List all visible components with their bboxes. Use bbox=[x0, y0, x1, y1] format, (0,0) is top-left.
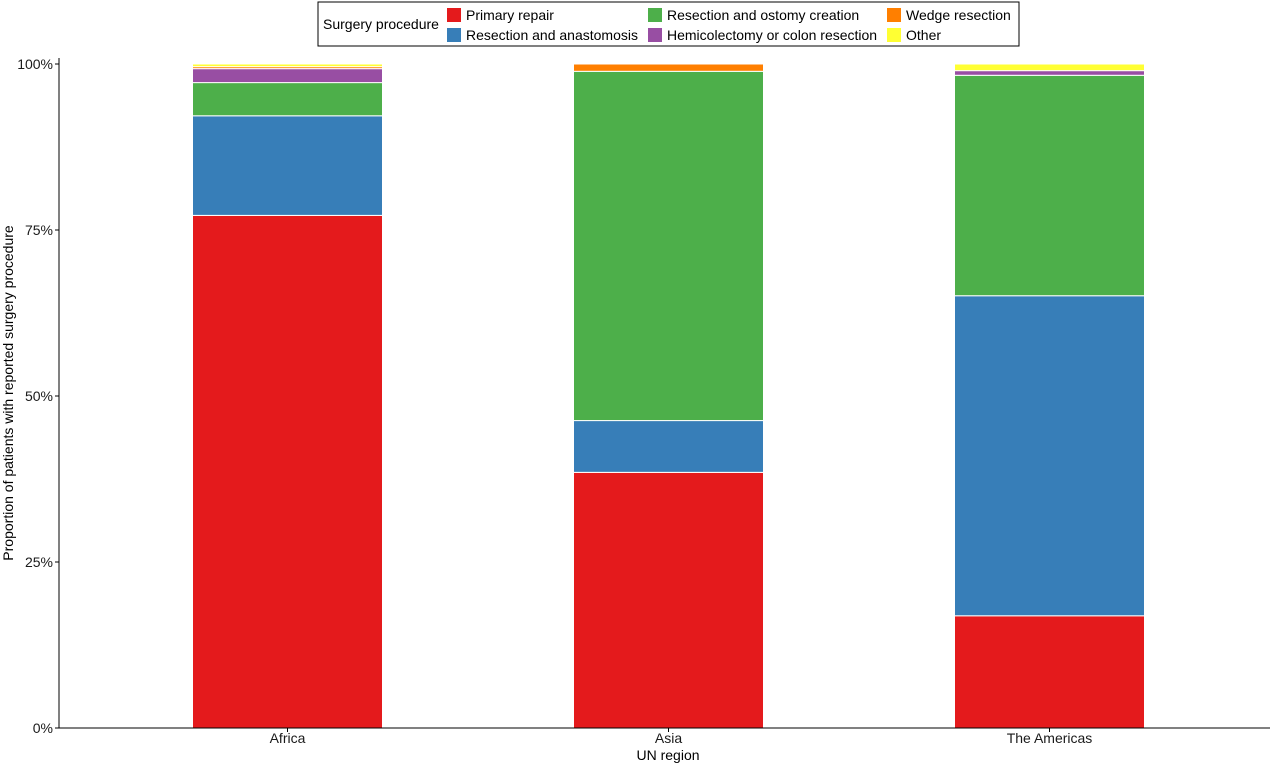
legend-label: Primary repair bbox=[466, 7, 554, 23]
x-ticks: Africa Asia The Americas bbox=[270, 728, 1093, 746]
y-tick-label: 50% bbox=[25, 388, 53, 404]
y-tick-label: 25% bbox=[25, 554, 53, 570]
legend-label: Hemicolectomy or colon resection bbox=[667, 27, 877, 43]
bar-segment-the-americas-resection-and-anastomosis bbox=[954, 295, 1145, 617]
legend-item-resection-and-ostomy-creation: Resection and ostomy creation bbox=[648, 7, 859, 23]
legend-swatch bbox=[887, 8, 901, 22]
x-tick-label-africa: Africa bbox=[270, 730, 306, 746]
legend-swatch bbox=[447, 28, 461, 42]
legend-item-hemicolectomy-or-colon-resection: Hemicolectomy or colon resection bbox=[648, 27, 877, 43]
legend-item-wedge-resection: Wedge resection bbox=[887, 7, 1011, 23]
bar-segment-africa-resection-and-anastomosis bbox=[192, 115, 383, 216]
bar-segment-asia-primary-repair bbox=[573, 471, 764, 729]
bar-segment-africa-hemicolectomy-or-colon-resection bbox=[192, 68, 383, 84]
bar-segment-asia-resection-and-anastomosis bbox=[573, 420, 764, 473]
legend-label: Resection and anastomosis bbox=[466, 27, 638, 43]
legend-swatch bbox=[648, 8, 662, 22]
bar-stack-the-americas bbox=[954, 63, 1145, 729]
legend-swatch bbox=[887, 28, 901, 42]
bar-segment-the-americas-resection-and-ostomy-creation bbox=[954, 74, 1145, 297]
y-tick-label: 100% bbox=[17, 56, 53, 72]
legend-swatch bbox=[648, 28, 662, 42]
legend: Surgery procedure Primary repair Resectio… bbox=[317, 1, 1020, 47]
bar-stack-africa bbox=[192, 63, 383, 729]
x-axis-title: UN region bbox=[636, 747, 699, 763]
legend-label: Wedge resection bbox=[906, 7, 1011, 23]
y-axis-title: Proportion of patients with reported sur… bbox=[0, 225, 16, 561]
bar-segment-the-americas-other bbox=[954, 63, 1145, 72]
legend-item-other: Other bbox=[887, 27, 941, 43]
bars bbox=[192, 63, 1145, 729]
y-tick-label: 75% bbox=[25, 222, 53, 238]
axes: 0% 25% 50% 75% 100% Africa Asia The Americas bbox=[17, 56, 1270, 746]
bar-segment-the-americas-primary-repair bbox=[954, 615, 1145, 729]
legend-items: Primary repair Resection and anastomosis R… bbox=[447, 7, 1011, 43]
x-tick-label-the-americas: The Americas bbox=[1007, 730, 1093, 746]
x-tick-label-asia: Asia bbox=[655, 730, 682, 746]
bar-segment-asia-resection-and-ostomy-creation bbox=[573, 70, 764, 422]
legend-swatch bbox=[447, 8, 461, 22]
y-tick-label: 0% bbox=[33, 720, 53, 736]
legend-label: Resection and ostomy creation bbox=[667, 7, 859, 23]
legend-item-primary-repair: Primary repair bbox=[447, 7, 554, 23]
legend-label: Other bbox=[906, 27, 941, 43]
bar-segment-africa-primary-repair bbox=[192, 214, 383, 729]
bar-segment-africa-other bbox=[192, 63, 383, 68]
legend-item-resection-and-anastomosis: Resection and anastomosis bbox=[447, 27, 638, 43]
y-ticks: 0% 25% 50% 75% 100% bbox=[17, 56, 59, 736]
legend-title: Surgery procedure bbox=[323, 16, 439, 32]
bar-stack-asia bbox=[573, 63, 764, 729]
bar-segment-asia-wedge-resection bbox=[573, 63, 764, 72]
legend-box bbox=[317, 1, 1020, 47]
bar-segment-africa-resection-and-ostomy-creation bbox=[192, 82, 383, 117]
bar-segment-the-americas-hemicolectomy-or-colon-resection bbox=[954, 70, 1145, 76]
